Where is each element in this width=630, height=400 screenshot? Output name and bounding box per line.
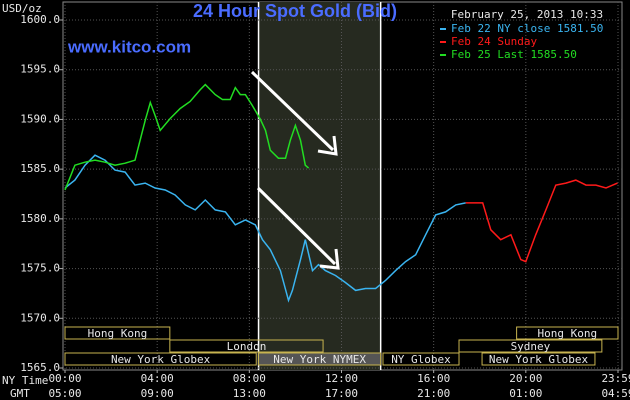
y-tick-label: 1585.0 <box>20 162 60 175</box>
legend-label: Feb 24 Sunday <box>451 35 537 48</box>
arrows <box>250 70 340 270</box>
session-box <box>382 352 460 366</box>
y-tick-label: 1600.0 <box>20 13 60 26</box>
session-label: Hong Kong <box>88 327 148 340</box>
y-tick-label: 1565.0 <box>20 361 60 374</box>
session-box <box>64 352 257 366</box>
arrow <box>250 70 335 152</box>
timestamp: February 25, 2013 10:33 <box>451 8 603 21</box>
y-tick-label: 1570.0 <box>20 311 60 324</box>
session-label: Sydney <box>511 340 551 353</box>
x-tick-label-gmt: 21:00 <box>417 387 450 400</box>
x-tick-label: 08:00 <box>233 372 266 385</box>
session-label: Hong Kong <box>538 327 598 340</box>
arrow-head <box>317 135 338 156</box>
session-label: New York NYMEX <box>273 353 366 366</box>
session-box <box>258 352 382 366</box>
session-label: London <box>227 340 267 353</box>
x-tick-label: 20:00 <box>509 372 542 385</box>
x-tick-label: 00:00 <box>48 372 81 385</box>
chart-title: 24 Hour Spot Gold (Bid) <box>193 1 397 21</box>
session-box <box>64 326 171 340</box>
session-shade <box>258 2 381 370</box>
arrow <box>256 186 337 266</box>
series-line <box>64 83 310 191</box>
x-tick-label-gmt: 05:00 <box>48 387 81 400</box>
legend-label: Feb 22 NY close 1581.50 <box>451 22 603 35</box>
x-tick-label-gmt: 04:59 <box>601 387 630 400</box>
grid-layer <box>63 2 622 370</box>
y-tick-label: 1595.0 <box>20 63 60 76</box>
lines-layer <box>64 83 618 303</box>
x-tick-label: 12:00 <box>325 372 358 385</box>
x-tick-label-gmt: 17:00 <box>325 387 358 400</box>
shade-layer <box>257 2 382 370</box>
arrow-head <box>319 248 340 270</box>
x-tick-label-gmt: 09:00 <box>141 387 174 400</box>
x-tick-label: 04:00 <box>141 372 174 385</box>
session-box <box>516 326 619 340</box>
x-tick-label-gmt: 13:00 <box>233 387 266 400</box>
session-box <box>169 339 324 353</box>
session-label: New York Globex <box>111 353 211 366</box>
y-tick-label: 1590.0 <box>20 112 60 125</box>
session-box <box>481 352 596 366</box>
series-line <box>465 179 618 263</box>
x-tick-label-gmt: 01:00 <box>509 387 542 400</box>
y-tick-label: 1580.0 <box>20 212 60 225</box>
x-tick-label: 16:00 <box>417 372 450 385</box>
session-label: NY Globex <box>391 353 451 366</box>
y-axis-label: USD/oz <box>2 2 42 15</box>
session-box <box>458 339 603 353</box>
session-label: New York Globex <box>489 353 589 366</box>
x-tick-label: 23:59 <box>601 372 630 385</box>
x-row-label: NY Time <box>2 374 48 387</box>
legend-label: Feb 25 Last 1585.50 <box>451 48 577 61</box>
site-label: www.kitco.com <box>67 37 191 56</box>
series-line <box>64 154 466 303</box>
y-tick-label: 1575.0 <box>20 262 60 275</box>
x-row-label: GMT <box>10 387 30 400</box>
